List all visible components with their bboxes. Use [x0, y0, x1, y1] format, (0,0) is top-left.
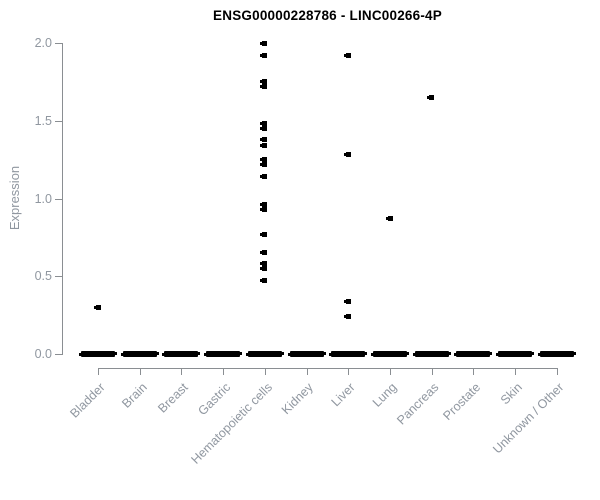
data-point: [260, 161, 268, 167]
x-tick: [306, 368, 308, 375]
category-label: Bladder: [67, 380, 108, 421]
data-point: [260, 40, 268, 46]
plot-title: ENSG00000228786 - LINC00266-4P: [213, 8, 442, 23]
x-tick: [473, 368, 475, 375]
zero-cluster-dash: [245, 351, 284, 357]
data-point: [343, 52, 351, 58]
x-tick: [223, 368, 225, 375]
zero-cluster-dash: [496, 351, 535, 357]
data-point: [427, 94, 435, 100]
zero-cluster-dash: [287, 351, 326, 357]
x-tick: [348, 368, 350, 375]
zero-cluster-dash: [329, 351, 368, 357]
y-tick-label: 1.0: [34, 191, 52, 206]
data-point: [260, 206, 268, 212]
zero-cluster-dash: [412, 351, 451, 357]
data-point: [260, 84, 268, 90]
data-point: [343, 298, 351, 304]
category-label: Gastric: [194, 380, 233, 419]
data-point: [343, 314, 351, 320]
data-point: [260, 174, 268, 180]
y-tick: [55, 198, 62, 200]
category-label: Skin: [497, 380, 525, 408]
data-point: [260, 231, 268, 237]
category-label: Brain: [118, 380, 150, 411]
data-point: [260, 52, 268, 58]
data-point: [343, 152, 351, 158]
data-point: [260, 126, 268, 132]
category-label: Breast: [155, 380, 192, 416]
y-tick: [55, 276, 62, 278]
data-point: [260, 278, 268, 284]
y-tick: [55, 43, 62, 44]
data-point: [260, 136, 268, 142]
category-label: Prostate: [440, 380, 484, 424]
data-point: [260, 202, 268, 208]
zero-cluster-dash: [537, 351, 576, 357]
x-tick: [556, 368, 558, 375]
data-point: [260, 79, 268, 85]
category-label: Hematopoietic cells: [187, 380, 275, 467]
data-point: [260, 250, 268, 256]
x-tick: [264, 368, 266, 375]
category-label: Pancreas: [394, 380, 442, 428]
data-point: [260, 261, 268, 267]
x-tick: [515, 368, 517, 375]
category-label: Lung: [370, 380, 400, 410]
data-point: [260, 265, 268, 271]
x-tick: [181, 368, 183, 375]
x-tick: [390, 368, 392, 375]
x-tick: [139, 368, 141, 375]
data-point: [385, 216, 393, 222]
y-axis-line: [62, 43, 63, 355]
x-tick: [98, 368, 99, 375]
category-label: Liver: [328, 380, 358, 410]
zero-cluster-dash: [120, 351, 159, 357]
zero-cluster-dash: [454, 351, 493, 357]
zero-cluster-dash: [204, 351, 243, 357]
y-tick: [55, 354, 62, 355]
data-point: [260, 157, 268, 163]
y-tick-label: 2.0: [34, 36, 52, 50]
zero-cluster-dash: [371, 351, 410, 357]
x-axis-line: [98, 368, 558, 369]
zero-cluster-dash: [79, 351, 117, 357]
y-tick-label: 1.5: [34, 113, 52, 128]
y-tick-label: 0.0: [34, 347, 52, 361]
data-point: [260, 143, 268, 149]
category-label: Kidney: [279, 380, 317, 418]
y-tick: [55, 120, 62, 122]
x-tick: [431, 368, 433, 375]
data-point: [260, 121, 268, 127]
zero-cluster-dash: [162, 351, 201, 357]
data-point: [93, 304, 101, 310]
y-tick-label: 0.5: [34, 269, 52, 284]
